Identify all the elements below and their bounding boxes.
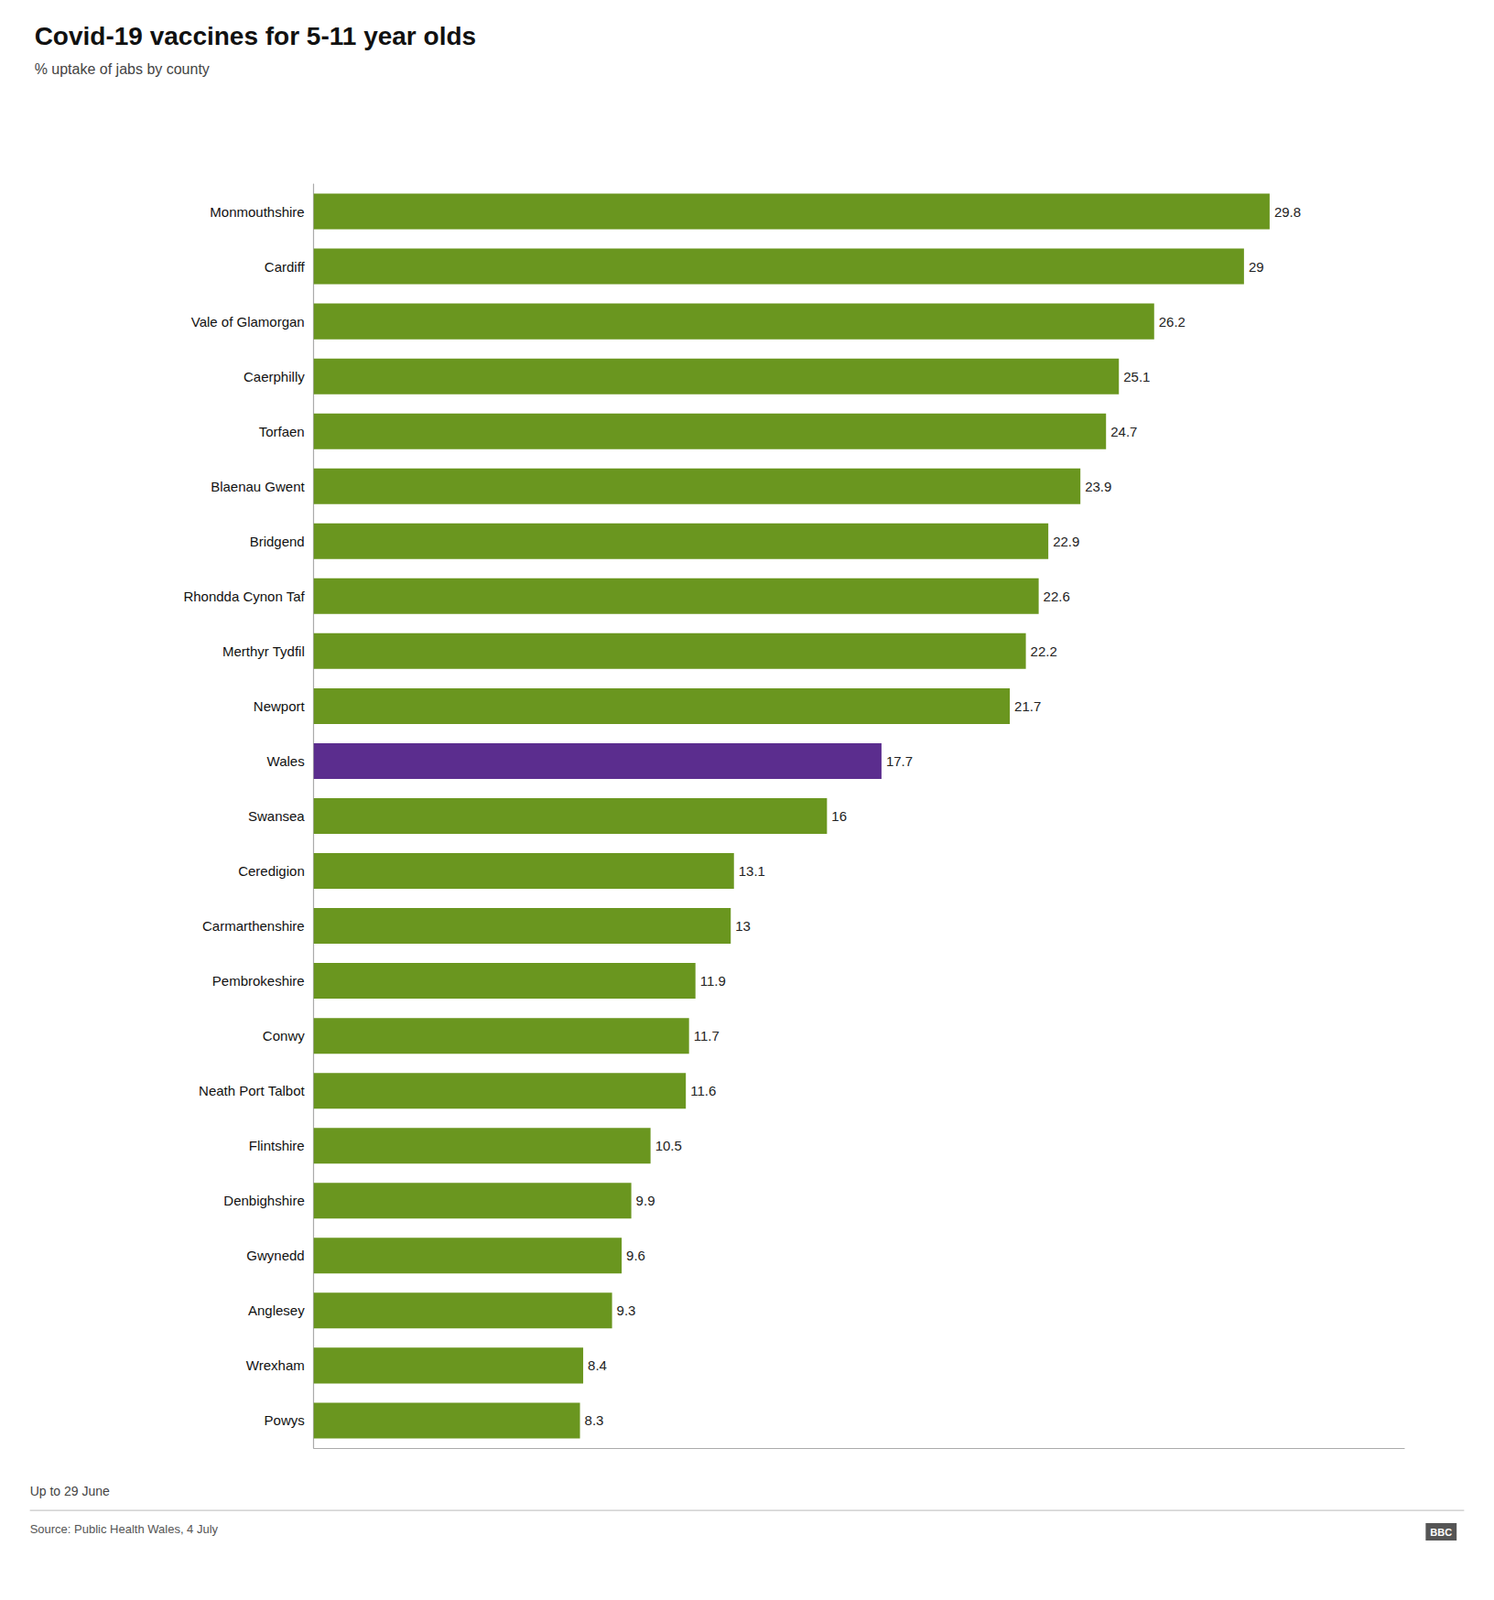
svg-text:8.3: 8.3 [584,1412,605,1429]
svg-text:Blaenau Gwent: Blaenau Gwent [210,478,305,495]
svg-text:Merthyr Tydfil: Merthyr Tydfil [222,643,305,660]
svg-text:22.9: 22.9 [1052,533,1080,550]
svg-text:Caerphilly: Caerphilly [243,368,305,385]
svg-text:Powys: Powys [264,1412,305,1429]
svg-text:Cardiff: Cardiff [264,259,306,275]
svg-text:Rhondda Cynon Taf: Rhondda Cynon Taf [183,588,305,605]
svg-text:13: 13 [735,918,751,934]
svg-text:Newport: Newport [253,698,306,715]
svg-text:Source: Public Health Wales, 4: Source: Public Health Wales, 4 July [30,1522,219,1537]
svg-text:23.9: 23.9 [1084,478,1112,495]
svg-text:Monmouthshire: Monmouthshire [209,204,304,220]
svg-text:Wales: Wales [267,753,305,769]
svg-text:Pembrokeshire: Pembrokeshire [212,973,305,989]
svg-text:Torfaen: Torfaen [259,423,305,440]
svg-text:9.9: 9.9 [636,1192,656,1209]
svg-text:25.1: 25.1 [1123,368,1150,385]
svg-text:29: 29 [1248,259,1265,275]
svg-text:% uptake of jabs by county: % uptake of jabs by county [34,61,210,77]
svg-text:11.7: 11.7 [693,1028,720,1044]
svg-text:Gwynedd: Gwynedd [246,1247,304,1264]
svg-text:10.5: 10.5 [655,1137,683,1154]
svg-text:Covid-19 vaccines for 5-11 yea: Covid-19 vaccines for 5-11 year olds [34,21,477,51]
svg-text:Bridgend: Bridgend [249,533,305,550]
svg-text:Wrexham: Wrexham [246,1357,305,1374]
svg-text:13.1: 13.1 [738,863,766,879]
svg-text:29.8: 29.8 [1274,204,1301,220]
svg-text:24.7: 24.7 [1110,423,1137,440]
svg-text:Flintshire: Flintshire [249,1137,305,1154]
svg-text:Up to 29 June: Up to 29 June [30,1483,110,1499]
svg-text:16: 16 [831,808,847,824]
svg-text:Ceredigion: Ceredigion [238,863,305,879]
svg-text:17.7: 17.7 [886,753,913,769]
svg-text:Swansea: Swansea [248,808,305,824]
svg-text:Carmarthenshire: Carmarthenshire [202,918,305,934]
svg-text:BBC: BBC [1429,1526,1452,1538]
svg-text:9.6: 9.6 [626,1247,646,1264]
svg-text:Denbighshire: Denbighshire [223,1192,304,1209]
svg-text:Neath Port Talbot: Neath Port Talbot [198,1082,305,1099]
svg-text:11.9: 11.9 [700,973,726,989]
svg-text:Conwy: Conwy [262,1028,305,1044]
svg-text:22.2: 22.2 [1030,643,1058,660]
svg-text:Anglesey: Anglesey [248,1302,305,1319]
svg-text:11.6: 11.6 [690,1082,716,1099]
svg-text:26.2: 26.2 [1158,313,1186,330]
svg-text:9.3: 9.3 [617,1302,637,1319]
svg-text:22.6: 22.6 [1043,588,1071,605]
svg-text:21.7: 21.7 [1014,698,1041,715]
svg-text:8.4: 8.4 [587,1357,607,1374]
svg-text:Vale of Glamorgan: Vale of Glamorgan [191,313,305,330]
